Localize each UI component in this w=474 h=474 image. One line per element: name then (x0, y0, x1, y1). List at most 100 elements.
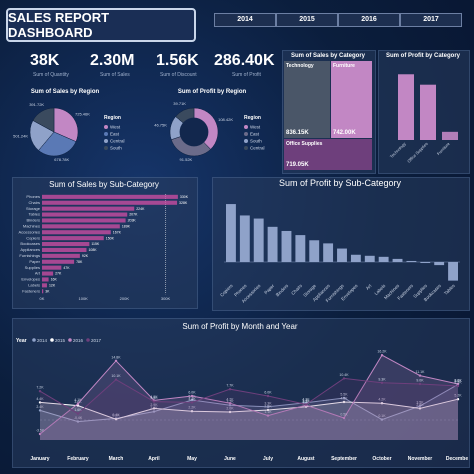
subcategory-sales-bar (42, 271, 54, 276)
series-point (114, 359, 118, 362)
subcategory-profit-bar (434, 262, 445, 266)
profit-by-region-chart: 108.42K 91.52K 46.75K 39.71K Region West East S… (154, 101, 264, 162)
sales-by-region-chart: 725.46K 678.78K 501.24K 391.72K Region West Ea… (13, 102, 125, 162)
series-data-label: 6.0K (188, 391, 196, 395)
series-point (76, 402, 80, 405)
series-point (76, 412, 80, 415)
subcategory-profit-bar (406, 260, 417, 262)
treemap-office-value: 719.05K (286, 162, 309, 168)
year-button-2017[interactable]: 2017 (400, 13, 462, 27)
month-tick-label: May (187, 456, 197, 462)
subcategory-sales-label: Machines (23, 224, 40, 229)
subcategory-sales-value: 207K (129, 213, 138, 217)
series-data-label: 5.2K (454, 394, 462, 398)
category-bar-0 (398, 74, 414, 140)
subcategory-profit-label: Art (365, 283, 373, 291)
subcategory-sales-value: 189K (122, 225, 131, 229)
subcategory-sales-label: Phones (26, 194, 40, 199)
subcategory-sales-label: Fasteners (22, 288, 40, 293)
subcategory-sales-label: Copiers (26, 235, 40, 240)
series-point (152, 410, 156, 413)
kpi-quantity-value: 38K (30, 52, 60, 69)
subcategory-profit-bar (295, 235, 306, 262)
series-point (266, 408, 270, 412)
series-data-label: 3.7K (302, 400, 310, 404)
subcategory-profit-bar (392, 258, 403, 262)
series-point (152, 400, 156, 403)
treemap-cell-furniture[interactable]: Furniture 742.00K (331, 61, 372, 138)
subcategory-sales-value: 12K (49, 284, 56, 288)
subcategory-sales-label: Storage (26, 206, 41, 211)
series-data-label: 4.3K (302, 397, 310, 401)
legend-title: Year (16, 338, 27, 344)
profit-subcategory-panel (212, 177, 470, 311)
series-data-label: 4.5K (340, 397, 348, 401)
monthly-profit-panel (12, 318, 470, 468)
category-bar-1 (420, 84, 436, 140)
subcategory-sales-value: 78K (76, 260, 83, 264)
subcategory-profit-bar (420, 262, 431, 264)
series-point (38, 401, 42, 404)
legend-title: Region (104, 115, 121, 121)
legend-label-central: Central (110, 139, 125, 144)
subcategory-sales-bar (42, 194, 178, 199)
series-area-2014 (40, 384, 458, 440)
subcategory-profit-bar (378, 256, 389, 262)
series-point (190, 401, 194, 404)
subcategory-sales-value: 92K (82, 254, 89, 258)
pie-data-label: 678.78K (54, 157, 69, 162)
series-data-label: -0.4K (74, 416, 83, 420)
series-point (266, 405, 270, 408)
month-tick-label: December (446, 456, 468, 462)
subcategory-sales-bar (42, 236, 104, 241)
category-bar-2 (442, 131, 458, 140)
series-point (380, 354, 384, 357)
series-data-label: 9.0K (416, 379, 424, 383)
month-tick-label: July (263, 456, 273, 462)
series-point (114, 418, 118, 421)
series-data-label: 8.9K (454, 379, 462, 383)
subcategory-profit-bar (323, 243, 334, 262)
pie-data-label: 725.46K (75, 112, 90, 117)
subcategory-sales-label: Envelopes (21, 277, 40, 282)
subcategory-sales-label: Tables (28, 212, 40, 217)
legend-marker (244, 132, 248, 136)
kpi-discount-label: Sum of Discount (160, 72, 197, 78)
profit-region-title: Sum of Profit by Region (177, 89, 247, 95)
subcategory-sales-label: Chairs (28, 200, 40, 205)
series-data-label: 3.7K (226, 400, 234, 404)
series-data-label: 5.5K (340, 393, 348, 397)
year-button-2014[interactable]: 2014 (214, 13, 276, 27)
sales-subcategory-title: Sum of Sales by Sub-Category (49, 180, 159, 189)
series-point (418, 407, 422, 410)
subcategory-profit-bar (281, 230, 292, 262)
sales-by-subcategory-chart: Phones 330K Chairs 328K Storage 224K Tables 207… (18, 194, 189, 301)
legend-title: Region (244, 115, 261, 121)
treemap-cell-technology[interactable]: Technology 836.15K (284, 61, 330, 138)
subcategory-sales-value: 16K (51, 278, 58, 282)
subcategory-sales-label: Bookcases (20, 241, 40, 246)
year-button-2015[interactable]: 2015 (276, 13, 338, 27)
sales-category-title: Sum of Sales by Category (290, 53, 366, 59)
pie-slice-central (29, 120, 55, 151)
pie-data-label: 108.42K (218, 117, 233, 122)
legend-label-west: West (250, 125, 261, 130)
series-point (380, 381, 384, 384)
series-data-label: 2.0K (226, 407, 234, 411)
series-data-label: 4.6K (150, 396, 158, 400)
year-button-2016[interactable]: 2016 (338, 13, 400, 27)
subcategory-sales-bar (42, 218, 126, 223)
treemap-cell-office-supplies[interactable]: Office Supplies 719.05K (284, 139, 372, 170)
subcategory-sales-value: 108K (88, 248, 97, 252)
subcategory-sales-bar (42, 224, 120, 229)
series-point (418, 374, 422, 377)
series-data-label: 2.2K (188, 406, 196, 410)
subcategory-sales-bar (42, 259, 75, 264)
legend-label-west: West (110, 125, 121, 130)
subcategory-sales-label: Appliances (20, 247, 40, 252)
month-tick-label: June (224, 456, 236, 462)
subcategory-profit-bar (448, 262, 458, 281)
legend-label-2016: 2016 (73, 338, 84, 343)
series-data-label: 2.4K (36, 405, 44, 409)
series-point (190, 410, 194, 413)
